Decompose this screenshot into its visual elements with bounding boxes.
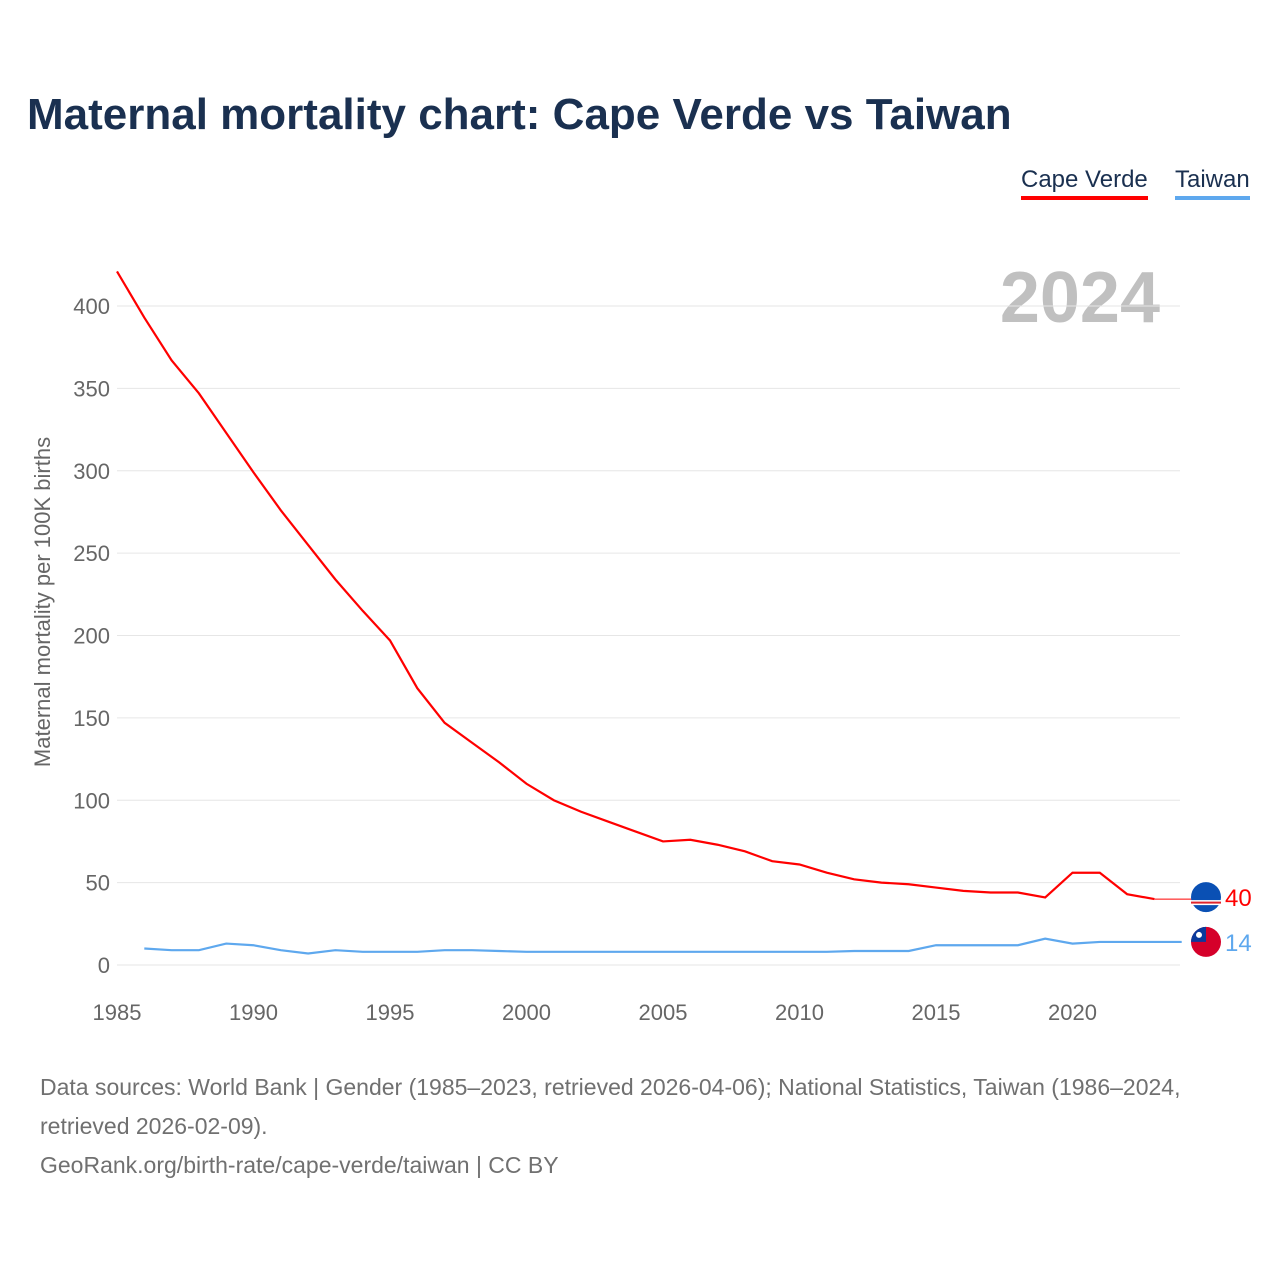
year-label: 2024 <box>1000 258 1160 338</box>
series-line-0 <box>116 270 1155 901</box>
y-tick-label: 400 <box>73 294 110 319</box>
legend-taiwan[interactable]: Taiwan <box>1175 166 1250 200</box>
y-tick-label: 250 <box>73 541 110 566</box>
x-tick-label: 2010 <box>775 1000 824 1025</box>
legend-cape-verde[interactable]: Cape Verde <box>1021 166 1148 200</box>
end-value-label: 14 <box>1225 930 1252 957</box>
flag-sun <box>1196 931 1202 938</box>
x-tick-label: 1985 <box>93 1000 142 1025</box>
cape-verde-flag-icon <box>1191 882 1221 913</box>
source-link[interactable]: GeoRank.org/birth-rate/cape-verde/taiwan… <box>40 1152 559 1178</box>
series-line-1 <box>144 937 1182 955</box>
y-tick-label: 0 <box>98 953 110 978</box>
y-tick-label: 50 <box>86 871 110 896</box>
x-tick-label: 2005 <box>639 1000 688 1025</box>
x-tick-label: 2000 <box>502 1000 551 1025</box>
flag-stripe <box>1191 901 1221 904</box>
y-tick-label: 300 <box>73 459 110 484</box>
x-tick-label: 2020 <box>1048 1000 1097 1025</box>
y-tick-label: 350 <box>73 376 110 401</box>
x-tick-label: 2015 <box>912 1000 961 1025</box>
y-tick-label: 200 <box>73 624 110 649</box>
y-tick-label: 100 <box>73 788 110 813</box>
y-axis-label: Maternal mortality per 100K births <box>30 437 55 767</box>
x-tick-label: 1990 <box>229 1000 278 1025</box>
chart-title: Maternal mortality chart: Cape Verde vs … <box>27 90 1012 139</box>
y-tick-label: 150 <box>73 706 110 731</box>
x-tick-label: 1995 <box>366 1000 415 1025</box>
end-value-label: 40 <box>1225 885 1252 912</box>
footer: Data sources: World Bank | Gender (1985–… <box>40 1068 1240 1185</box>
data-sources: Data sources: World Bank | Gender (1985–… <box>40 1074 1181 1139</box>
